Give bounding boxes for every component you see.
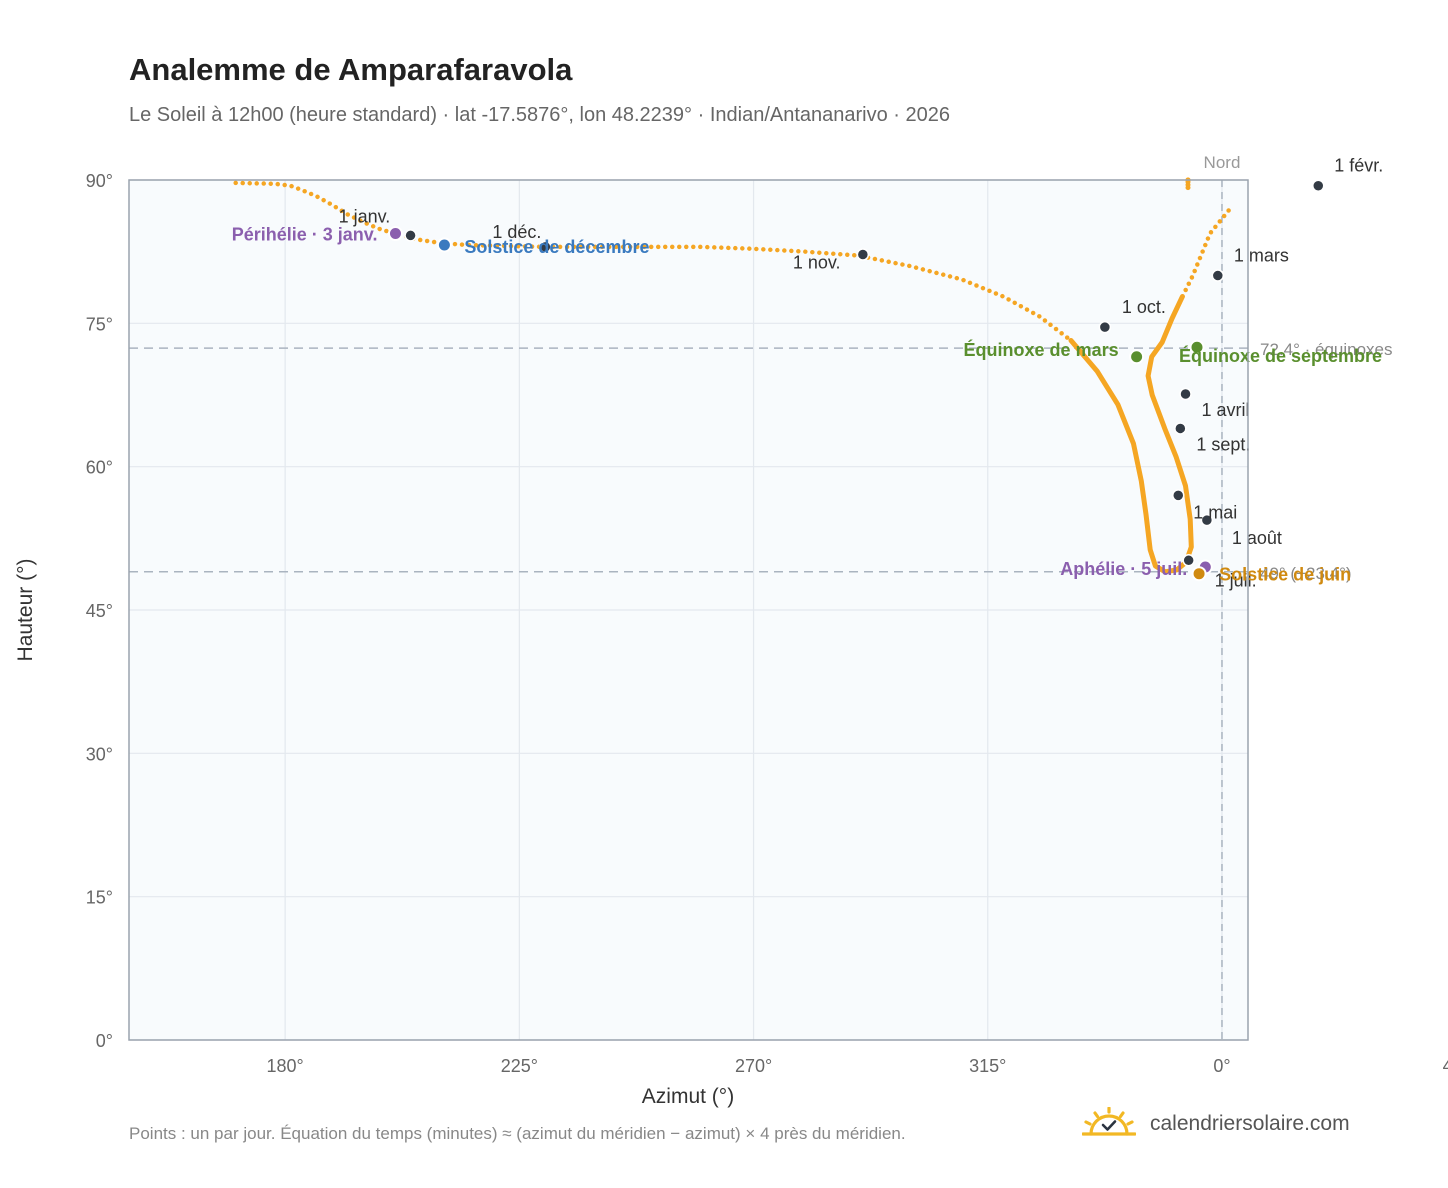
event-label: Équinoxe de septembre	[1179, 345, 1382, 366]
event-marker	[1129, 349, 1145, 365]
y-tick-label: 0°	[96, 1031, 113, 1051]
x-tick-label: 270°	[735, 1056, 772, 1076]
event-label: Solstice de juin	[1219, 565, 1351, 585]
chart-title: Analemme de Amparafaravola	[129, 52, 573, 87]
month-label: 1 oct.	[1122, 297, 1166, 317]
reference-label: 72.4° · équinoxes	[1260, 340, 1393, 359]
brand-logo[interactable]: calendriersolaire.com	[1082, 1104, 1350, 1144]
event-marker	[387, 226, 403, 242]
month-label: 1 sept.	[1196, 434, 1250, 454]
north-label: Nord	[1204, 153, 1241, 172]
x-tick-label: 180°	[267, 1056, 304, 1076]
month-label: 1 avril	[1202, 400, 1250, 420]
month-label: 1 déc.	[492, 222, 541, 242]
month-marker	[404, 229, 417, 242]
y-axis-title: Hauteur (°)	[14, 559, 37, 662]
month-marker	[1172, 489, 1185, 502]
month-label: 1 nov.	[793, 253, 841, 273]
event-label: Périhélie · 3 janv.	[232, 225, 378, 245]
month-label: 1 mai	[1193, 502, 1237, 522]
month-marker	[539, 240, 552, 254]
x-tick-label: 225°	[501, 1056, 538, 1076]
y-tick-label: 45°	[86, 601, 113, 621]
y-tick-label: 30°	[86, 744, 113, 764]
event-label: Solstice de décembre	[464, 237, 649, 257]
plot-frame	[128, 179, 1249, 1041]
month-marker	[1200, 513, 1214, 527]
month-marker	[1182, 554, 1195, 567]
month-marker	[1312, 179, 1325, 192]
month-marker	[1211, 269, 1225, 282]
month-marker	[1098, 320, 1112, 334]
x-axis-title: Azimut (°)	[642, 1085, 734, 1108]
brand-name: calendriersolaire.com	[1150, 1112, 1350, 1135]
month-marker	[1174, 422, 1187, 435]
y-tick-label: 15°	[86, 888, 113, 908]
x-tick-label: 45°	[1443, 1056, 1448, 1076]
x-tick-label: 315°	[969, 1056, 1006, 1076]
month-label: 1 mars	[1234, 246, 1289, 266]
event-label: Équinoxe de mars	[964, 339, 1119, 360]
month-label: 1 févr.	[1334, 156, 1383, 176]
event-marker	[1189, 339, 1205, 355]
chart-subtitle: Le Soleil à 12h00 (heure standard) · lat…	[129, 104, 950, 126]
month-marker	[1179, 387, 1192, 401]
event-marker	[1191, 566, 1207, 582]
event-marker	[436, 237, 452, 253]
reference-label: 49° (−23.4°)	[1260, 564, 1352, 583]
month-marker	[856, 248, 870, 261]
sun-icon	[1082, 1107, 1136, 1136]
event-label: Aphélie · 5 juil.	[1060, 559, 1187, 579]
y-tick-label: 60°	[86, 458, 113, 478]
footnote: Points : un par jour. Équation du temps …	[129, 1124, 906, 1143]
month-label: 1 juil.	[1215, 570, 1257, 590]
y-tick-label: 75°	[86, 314, 113, 334]
x-tick-label: 0°	[1213, 1056, 1230, 1076]
y-tick-label: 90°	[86, 171, 113, 191]
month-label: 1 janv.	[339, 206, 391, 226]
month-label: 1 août	[1232, 528, 1282, 548]
